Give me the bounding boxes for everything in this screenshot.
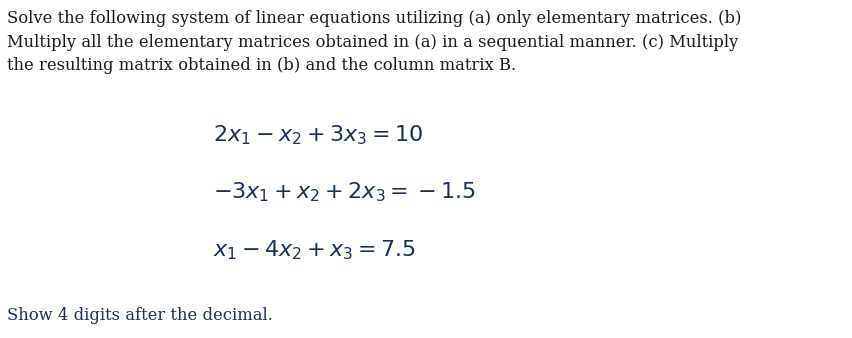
Text: Solve the following system of linear equations utilizing (a) only elementary mat: Solve the following system of linear equ… <box>7 10 740 74</box>
Text: $-3x_1+x_2+2x_3=-1.5$: $-3x_1+x_2+2x_3=-1.5$ <box>213 181 475 204</box>
Text: $x_1-4x_2+x_3=7.5$: $x_1-4x_2+x_3=7.5$ <box>213 238 416 262</box>
Text: $2x_1-x_2+3x_3=10$: $2x_1-x_2+3x_3=10$ <box>213 123 423 147</box>
Text: Show 4 digits after the decimal.: Show 4 digits after the decimal. <box>7 308 273 324</box>
